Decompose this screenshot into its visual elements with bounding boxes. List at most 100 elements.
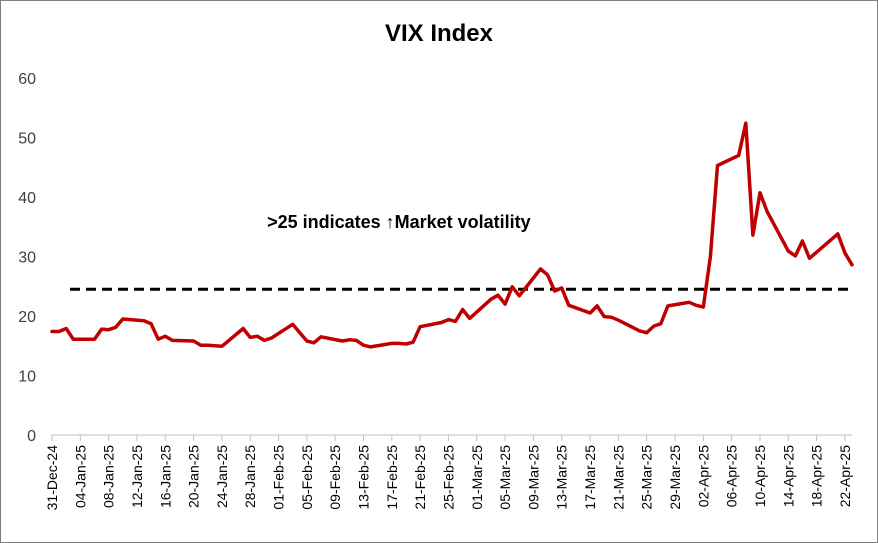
- data-point: [787, 249, 790, 253]
- data-point: [319, 335, 323, 338]
- data-point: [369, 345, 372, 349]
- x-tick-label: 14-Apr-25: [780, 445, 796, 507]
- data-point: [546, 273, 549, 277]
- data-point: [595, 304, 599, 308]
- x-tick-label: 18-Apr-25: [809, 445, 825, 507]
- x-tick-label: 29-Mar-25: [667, 445, 683, 510]
- data-point: [588, 311, 592, 315]
- x-tick-label: 24-Jan-25: [214, 445, 230, 508]
- data-point: [836, 232, 839, 236]
- x-tick-label: 21-Mar-25: [610, 445, 626, 510]
- data-point: [291, 323, 294, 326]
- data-point: [695, 304, 698, 307]
- x-tick-label: 21-Feb-25: [412, 445, 428, 510]
- series-line: [50, 121, 854, 349]
- data-point: [100, 327, 103, 331]
- data-point: [249, 336, 252, 339]
- data-point: [270, 336, 273, 340]
- data-point: [454, 320, 457, 323]
- data-point: [702, 305, 705, 309]
- x-tick-label: 13-Mar-25: [554, 445, 570, 510]
- y-tick-label: 60: [18, 71, 36, 88]
- data-point: [737, 154, 740, 157]
- chart-title: VIX Index: [384, 20, 494, 47]
- data-point: [171, 339, 174, 342]
- data-point: [355, 339, 358, 342]
- data-point: [843, 251, 847, 255]
- x-tick-label: 05-Mar-25: [497, 445, 513, 510]
- data-point: [659, 322, 662, 325]
- data-point: [263, 339, 266, 342]
- data-point: [638, 329, 641, 333]
- x-tick-label: 06-Apr-25: [724, 445, 740, 507]
- x-tick-label: 22-Apr-25: [837, 445, 853, 507]
- data-point: [794, 254, 797, 258]
- data-point: [801, 239, 804, 243]
- x-tick-label: 31-Dec-24: [44, 445, 60, 511]
- y-tick-label: 40: [18, 190, 36, 207]
- x-tick-label: 08-Jan-25: [101, 445, 117, 508]
- series-group: [50, 121, 854, 349]
- data-point: [65, 327, 68, 330]
- data-point: [617, 319, 620, 322]
- data-point: [57, 330, 61, 333]
- y-tick-label: 30: [18, 250, 36, 267]
- data-point: [192, 339, 195, 343]
- data-point: [107, 328, 110, 331]
- data-point: [468, 317, 471, 320]
- x-tick-label: 20-Jan-25: [186, 445, 202, 508]
- data-point: [305, 339, 309, 343]
- x-tick-label: 17-Mar-25: [582, 445, 598, 510]
- data-point: [220, 345, 224, 348]
- data-point: [511, 285, 514, 288]
- data-point: [72, 338, 75, 341]
- x-tick-label: 09-Mar-25: [525, 445, 541, 510]
- data-point: [496, 294, 500, 297]
- data-point: [489, 298, 493, 301]
- data-point: [164, 335, 167, 338]
- volatility-annotation: >25 indicates ↑Market volatility: [267, 212, 531, 232]
- data-point: [298, 331, 301, 334]
- x-tick-label: 13-Feb-25: [356, 445, 372, 510]
- data-point: [142, 319, 146, 322]
- data-point: [362, 344, 365, 347]
- data-point: [312, 341, 316, 344]
- data-point: [93, 338, 96, 341]
- data-point: [411, 341, 415, 344]
- data-point: [666, 304, 670, 308]
- data-point: [744, 122, 747, 125]
- y-tick-label: 0: [27, 428, 36, 445]
- data-point: [709, 255, 712, 258]
- y-tick-label: 20: [18, 309, 36, 326]
- data-point: [447, 318, 450, 321]
- data-point: [341, 339, 344, 343]
- y-tick-label: 10: [18, 369, 36, 386]
- data-point: [518, 294, 521, 297]
- x-tick-label: 09-Feb-25: [327, 445, 343, 510]
- data-point: [808, 257, 811, 260]
- data-point: [567, 304, 570, 307]
- data-point: [688, 301, 691, 304]
- x-tick-label: 04-Jan-25: [72, 445, 88, 508]
- data-point: [390, 342, 393, 345]
- x-tick-label: 28-Jan-25: [242, 445, 258, 508]
- data-point: [716, 164, 719, 167]
- data-point: [461, 308, 464, 311]
- x-tick-label: 12-Jan-25: [129, 445, 145, 508]
- data-point: [397, 342, 401, 345]
- data-point: [503, 302, 507, 306]
- data-point: [114, 326, 117, 329]
- x-tick-label: 25-Mar-25: [639, 445, 655, 510]
- data-point: [850, 263, 854, 266]
- data-point: [418, 325, 422, 328]
- data-point: [213, 344, 216, 347]
- data-point: [645, 331, 648, 334]
- data-point: [610, 316, 613, 319]
- data-point: [758, 191, 762, 194]
- x-axis: 31-Dec-24 04-Jan-25 08-Jan-25 12-Jan-25 16-J…: [44, 434, 853, 511]
- data-point: [121, 317, 125, 321]
- data-point: [149, 322, 153, 325]
- data-point: [157, 338, 160, 341]
